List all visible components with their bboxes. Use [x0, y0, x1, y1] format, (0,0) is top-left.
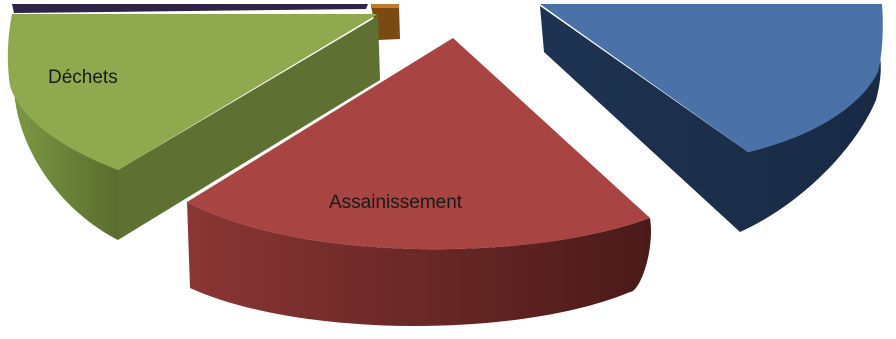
pie-slice-dechets-inner-side [118, 16, 380, 240]
pie-slice-blue-top [540, 4, 883, 152]
pie-slice-purple-top [12, 4, 368, 13]
pie-slice-dechets-side [14, 90, 118, 240]
pie-slice-assainissement-top [187, 38, 650, 250]
slice-label-assainissement: Assainissement [329, 192, 463, 213]
pie-slice-assainissement-side [187, 202, 651, 327]
pie-slice-dechets-top [7, 14, 378, 170]
pie-slice-blue-side [540, 6, 881, 232]
pie-slice-blue [540, 4, 883, 232]
pie-slice-purple [12, 4, 368, 13]
pie-slice-orange-top [371, 4, 399, 8]
slice-label-dechets: Déchets [48, 67, 118, 88]
pie-slice-dechets [7, 14, 380, 240]
pie-slice-assainissement [187, 38, 651, 327]
